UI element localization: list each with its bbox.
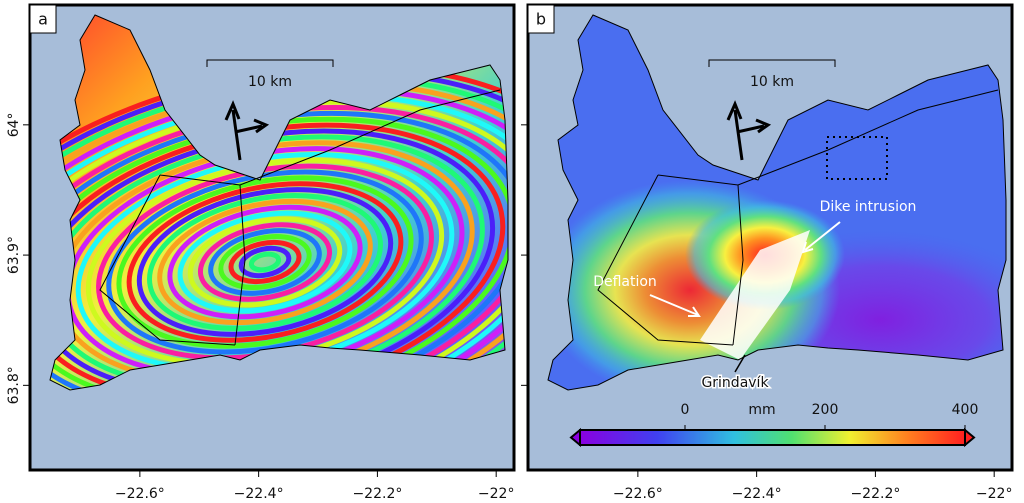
scale-bar [206,59,334,67]
y-tick-label: 63.8° [6,366,22,404]
x-tick-label: −22.6° [613,486,663,502]
fringe [167,204,363,320]
x-tick-label: −22° [976,486,1013,502]
north-arrow [726,100,772,161]
panel-label: b [536,10,546,29]
annotation-arrow [649,294,701,317]
coastline [49,14,509,391]
annotation-arrow [734,354,746,373]
fringe [147,193,383,331]
panel-label-box [29,4,57,34]
fringe [228,239,302,285]
x-tick-label: −22.4° [732,486,782,502]
annotation: Deflation [593,274,657,290]
x-tick-label: −22.2° [850,486,900,502]
scale-bar-label: 10 km [750,74,794,90]
fringe [187,216,343,308]
colorbar-title: mm [748,402,775,418]
x-tick-label: −22.2° [352,486,402,502]
colorbar-extend [569,427,581,448]
x-tick-label: −22.4° [234,486,284,502]
y-tick-label: 64° [6,112,22,137]
colorbar-ramp [579,429,966,446]
study-box [826,136,888,180]
fringe [238,245,292,279]
colorbar-tick-label: 200 [812,402,839,418]
fringe [157,198,373,326]
x-tick-label: −22° [478,486,515,502]
fringe [218,234,312,290]
colorbar-tick-label: 0 [681,402,690,418]
annotation-arrow [801,221,841,254]
colorbar-extend [964,427,976,448]
fringe [126,181,404,343]
x-tick-label: −22.6° [115,486,165,502]
fringe [177,210,353,314]
annotation: Grindavík [701,375,769,391]
fringe [136,187,394,337]
fringe [197,222,333,302]
north-arrow [224,100,270,161]
axes: −22.6° −22.4° −22.2° −22° 63.8° 63.9° 64° −22.6… [6,112,1012,502]
fringe [116,175,414,349]
coastline [547,14,1007,391]
roads [99,89,999,346]
scale-bar [708,59,836,67]
fringe [208,228,322,296]
panel-label: a [38,10,48,29]
scale-bar-label: 10 km [248,74,292,90]
y-tick-label: 63.9° [6,236,22,274]
fringe [106,169,424,355]
panel-label-box [527,4,555,34]
colorbar: 0 200 400 mm [569,402,979,448]
annotation: Dike intrusion [820,199,917,215]
fringe [248,251,282,273]
colorbar-tick-label: 400 [952,402,979,418]
